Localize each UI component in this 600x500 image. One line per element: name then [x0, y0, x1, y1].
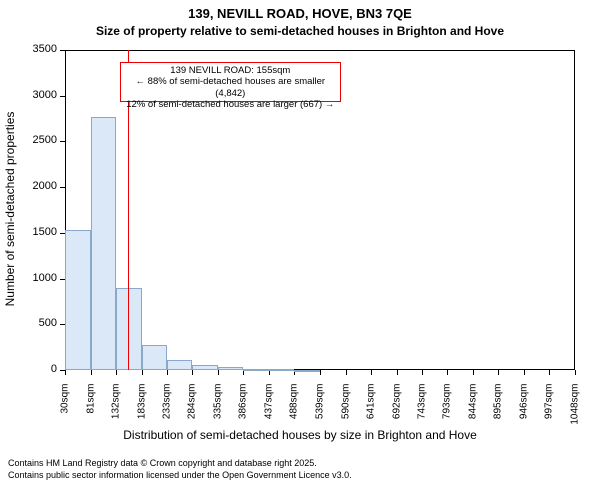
x-tick-mark: [422, 370, 423, 375]
x-tick-label: 997sqm: [544, 384, 555, 484]
histogram-bar: [269, 369, 295, 371]
x-tick-label: 946sqm: [518, 384, 529, 484]
x-tick-mark: [243, 370, 244, 375]
x-tick-mark: [192, 370, 193, 375]
histogram-bar: [142, 345, 168, 370]
y-tick-mark: [60, 141, 65, 142]
x-tick-label: 1048sqm: [570, 384, 581, 484]
x-tick-mark: [320, 370, 321, 375]
x-tick-label: 488sqm: [289, 384, 300, 484]
annotation-line3: 12% of semi-detached houses are larger (…: [125, 99, 335, 110]
chart-container: 139, NEVILL ROAD, HOVE, BN3 7QE Size of …: [0, 0, 600, 500]
x-tick-mark: [116, 370, 117, 375]
x-tick-mark: [167, 370, 168, 375]
x-tick-label: 132sqm: [111, 384, 122, 484]
chart-title-line2: Size of property relative to semi-detach…: [0, 24, 600, 38]
annotation-line1: 139 NEVILL ROAD: 155sqm: [125, 65, 335, 76]
x-tick-label: 81sqm: [85, 384, 96, 484]
x-tick-label: 183sqm: [136, 384, 147, 484]
y-tick-label: 1500: [17, 226, 57, 238]
chart-title-line1: 139, NEVILL ROAD, HOVE, BN3 7QE: [0, 6, 600, 21]
annotation-line2: ← 88% of semi-detached houses are smalle…: [125, 76, 335, 99]
x-tick-label: 233sqm: [161, 384, 172, 484]
x-tick-label: 844sqm: [467, 384, 478, 484]
histogram-bar: [116, 288, 142, 370]
histogram-bar: [65, 230, 91, 370]
x-tick-label: 335sqm: [212, 384, 223, 484]
histogram-bar: [218, 367, 244, 370]
y-tick-mark: [60, 187, 65, 188]
y-tick-label: 3000: [17, 89, 57, 101]
y-tick-label: 3500: [17, 43, 57, 55]
y-tick-label: 0: [17, 363, 57, 375]
y-tick-mark: [60, 96, 65, 97]
x-tick-label: 539sqm: [315, 384, 326, 484]
x-tick-mark: [524, 370, 525, 375]
x-tick-label: 30sqm: [60, 384, 71, 484]
x-tick-mark: [142, 370, 143, 375]
y-tick-label: 2500: [17, 134, 57, 146]
y-tick-label: 500: [17, 317, 57, 329]
x-tick-label: 284sqm: [187, 384, 198, 484]
x-tick-label: 793sqm: [442, 384, 453, 484]
histogram-bar: [294, 370, 320, 372]
x-tick-mark: [65, 370, 66, 375]
y-axis-label: Number of semi-detached properties: [3, 109, 17, 309]
x-tick-label: 437sqm: [263, 384, 274, 484]
x-tick-mark: [549, 370, 550, 375]
histogram-bar: [243, 369, 269, 371]
x-tick-mark: [447, 370, 448, 375]
x-tick-mark: [346, 370, 347, 375]
x-tick-mark: [473, 370, 474, 375]
histogram-bar: [167, 360, 193, 370]
x-tick-label: 590sqm: [340, 384, 351, 484]
y-tick-mark: [60, 50, 65, 51]
histogram-bar: [192, 365, 218, 370]
x-tick-mark: [498, 370, 499, 375]
x-tick-mark: [218, 370, 219, 375]
x-tick-mark: [371, 370, 372, 375]
x-tick-label: 641sqm: [366, 384, 377, 484]
x-tick-label: 692sqm: [391, 384, 402, 484]
x-tick-mark: [91, 370, 92, 375]
annotation-box: 139 NEVILL ROAD: 155sqm← 88% of semi-det…: [120, 62, 340, 102]
x-tick-label: 743sqm: [417, 384, 428, 484]
x-tick-label: 895sqm: [493, 384, 504, 484]
x-tick-mark: [575, 370, 576, 375]
x-tick-label: 386sqm: [238, 384, 249, 484]
x-tick-mark: [397, 370, 398, 375]
y-tick-label: 2000: [17, 180, 57, 192]
histogram-bar: [91, 117, 117, 370]
y-tick-label: 1000: [17, 272, 57, 284]
